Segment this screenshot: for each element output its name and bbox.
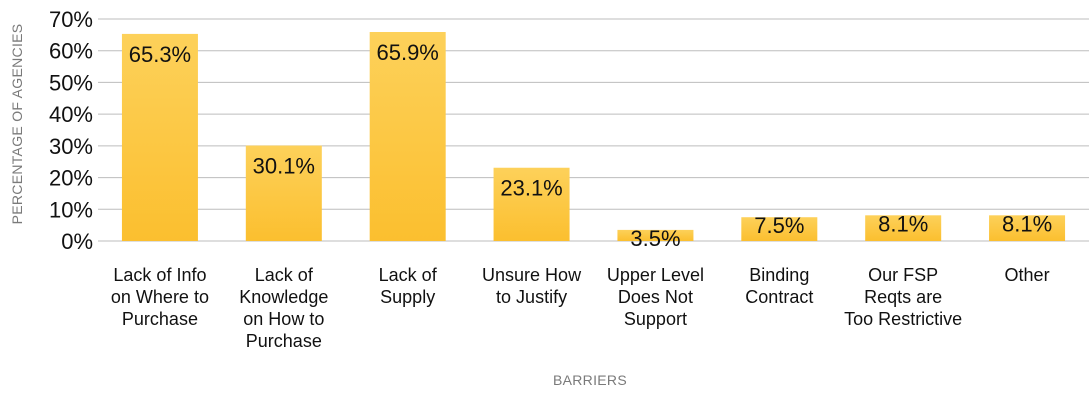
y-tick-label: 20% bbox=[49, 166, 93, 191]
y-axis-title: PERCENTAGE OF AGENCIES bbox=[9, 24, 25, 225]
y-tick-label: 70% bbox=[49, 7, 93, 32]
category-label: Lack of Knowledge on How to Purchase bbox=[239, 265, 328, 351]
bar bbox=[741, 217, 818, 241]
category-label: Our FSP Reqts are Too Restrictive bbox=[844, 265, 962, 329]
data-labels: 65.3% 30.1% 65.9% 23.1% 3.5% 7.5% 8.1% 8.1% bbox=[129, 40, 1052, 251]
y-tick-label: 50% bbox=[49, 70, 93, 95]
bar bbox=[493, 167, 570, 241]
category-label: Other bbox=[1005, 265, 1050, 285]
bar bbox=[865, 215, 942, 241]
data-label: 7.5% bbox=[754, 213, 804, 238]
bars bbox=[121, 32, 1066, 242]
category-label: Binding Contract bbox=[745, 265, 813, 307]
bar bbox=[617, 229, 694, 241]
data-label: 23.1% bbox=[500, 176, 562, 201]
y-tick-label: 40% bbox=[49, 102, 93, 127]
data-label: 65.9% bbox=[376, 40, 438, 65]
data-label: 30.1% bbox=[253, 154, 315, 179]
y-tick-label: 60% bbox=[49, 39, 93, 64]
y-tick-label: 0% bbox=[61, 229, 93, 254]
data-label: 8.1% bbox=[1002, 211, 1052, 236]
data-label: 8.1% bbox=[878, 211, 928, 236]
category-label: Unsure How to Justify bbox=[482, 265, 582, 307]
bar bbox=[245, 145, 322, 241]
data-label: 65.3% bbox=[129, 42, 191, 67]
bar bbox=[989, 215, 1066, 241]
y-tick-label: 10% bbox=[49, 197, 93, 222]
bar bbox=[121, 33, 198, 241]
category-label: Lack of Supply bbox=[379, 265, 438, 307]
y-axis-ticks: 0% 10% 20% 30% 40% 50% 60% 70% bbox=[49, 7, 93, 254]
x-axis-categories: Lack of Info on Where to Purchase Lack of Kn… bbox=[111, 265, 1050, 351]
data-label: 3.5% bbox=[630, 226, 680, 251]
y-tick-label: 30% bbox=[49, 134, 93, 159]
bar bbox=[369, 32, 446, 242]
category-label: Upper Level Does Not Support bbox=[607, 265, 704, 329]
category-label: Lack of Info on Where to Purchase bbox=[111, 265, 209, 329]
x-axis-title: BARRIERS bbox=[553, 372, 627, 388]
